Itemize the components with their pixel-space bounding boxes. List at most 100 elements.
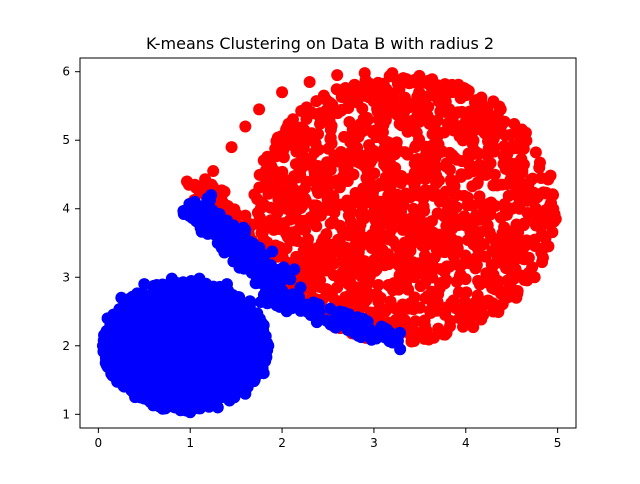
red-cluster-point: [487, 140, 500, 153]
y-tick-label: 4: [62, 202, 70, 216]
red-cluster-point: [358, 123, 371, 136]
red-cluster-point: [421, 257, 434, 270]
red-cluster-point: [421, 217, 434, 230]
x-tick-label: 0: [95, 436, 103, 450]
red-cluster-point: [344, 136, 357, 149]
blue-cluster-point: [294, 281, 307, 294]
red-cluster-point: [445, 209, 458, 222]
red-cluster-point: [299, 182, 312, 195]
red-cluster-point: [515, 181, 528, 194]
blue-cluster-point: [144, 301, 157, 314]
red-cluster-point: [512, 269, 525, 282]
blue-cluster-point: [131, 371, 144, 384]
red-cluster-point: [497, 158, 510, 171]
blue-cluster-point: [155, 280, 168, 293]
y-tick-label: 3: [62, 270, 70, 284]
red-cluster-point: [410, 126, 423, 139]
red-cluster-point: [273, 168, 286, 181]
red-cluster-point: [398, 103, 411, 116]
red-cluster-point: [471, 242, 484, 255]
red-cluster-point: [491, 179, 504, 192]
red-cluster-point: [528, 271, 541, 284]
red-cluster-point: [468, 96, 481, 109]
blue-cluster-point: [150, 392, 163, 405]
red-cluster-point: [452, 259, 465, 272]
red-cluster-point: [470, 230, 483, 243]
red-cluster-point: [425, 80, 438, 93]
red-cluster-point: [324, 163, 337, 176]
red-cluster-point: [327, 191, 340, 204]
red-cluster-point: [407, 212, 420, 225]
blue-cluster-point: [99, 356, 112, 369]
red-cluster-point: [251, 193, 264, 206]
blue-cluster-point: [142, 361, 155, 374]
red-cluster-point: [444, 314, 457, 327]
red-cluster-point: [380, 89, 393, 102]
red-cluster-point: [270, 135, 283, 148]
red-cluster-point: [409, 315, 422, 328]
red-cluster-point: [474, 212, 487, 225]
red-cluster-point: [419, 148, 432, 161]
red-cluster-point: [483, 226, 496, 239]
blue-cluster-point: [186, 211, 199, 224]
red-cluster-point: [447, 124, 460, 137]
red-cluster-point: [348, 267, 361, 280]
red-cluster-point: [404, 244, 417, 257]
blue-cluster-point: [219, 309, 232, 322]
blue-cluster-point: [231, 303, 244, 316]
red-cluster-point: [293, 121, 306, 134]
red-cluster-point: [517, 219, 530, 232]
red-cluster-point: [357, 112, 370, 125]
y-tick-label: 1: [62, 407, 70, 421]
blue-cluster-point: [288, 263, 301, 276]
blue-cluster-point: [198, 216, 210, 229]
red-cluster-point: [506, 164, 519, 177]
red-cluster-point: [327, 215, 340, 228]
red-cluster-point: [310, 220, 323, 233]
red-cluster-point: [312, 128, 325, 141]
blue-cluster-point: [276, 271, 289, 284]
red-cluster-point: [312, 186, 325, 199]
blue-cluster-point: [167, 345, 180, 358]
blue-cluster-point: [115, 291, 128, 304]
red-cluster-point: [393, 117, 406, 130]
blue-cluster-point: [188, 353, 201, 366]
red-cluster-point: [425, 184, 438, 197]
red-cluster-point: [345, 206, 358, 219]
red-cluster-point: [407, 303, 420, 316]
red-cluster-point: [511, 199, 524, 212]
red-cluster-point: [354, 302, 367, 315]
red-cluster-point: [401, 148, 414, 161]
blue-cluster-point: [193, 272, 206, 285]
blue-cluster-point: [259, 330, 272, 343]
red-cluster-point: [277, 196, 290, 209]
blue-cluster-point: [269, 293, 282, 306]
red-cluster-point: [342, 91, 355, 104]
red-cluster-point: [396, 302, 409, 315]
red-cluster-point: [461, 131, 474, 144]
red-cluster-point: [439, 185, 452, 198]
red-cluster-point: [334, 198, 347, 211]
red-cluster-point: [413, 267, 426, 280]
red-cluster-point: [312, 143, 325, 156]
blue-cluster-point: [187, 389, 200, 402]
red-cluster-point: [520, 238, 533, 251]
red-cluster-point: [411, 257, 424, 270]
blue-cluster-point: [152, 330, 165, 343]
blue-cluster-point: [266, 245, 279, 258]
red-cluster-point: [491, 274, 504, 287]
red-cluster-point: [239, 120, 252, 133]
red-cluster-point: [276, 86, 289, 99]
red-cluster-point: [381, 136, 394, 149]
red-cluster-point: [295, 149, 308, 162]
red-cluster-point: [419, 157, 432, 170]
red-cluster-point: [291, 224, 304, 237]
red-cluster-point: [427, 331, 440, 344]
blue-cluster-point: [241, 340, 254, 353]
x-tick-label: 3: [370, 436, 378, 450]
blue-cluster-point: [262, 339, 275, 352]
red-cluster-point: [316, 264, 329, 277]
red-cluster-point: [309, 201, 321, 214]
blue-cluster-point: [257, 367, 270, 380]
